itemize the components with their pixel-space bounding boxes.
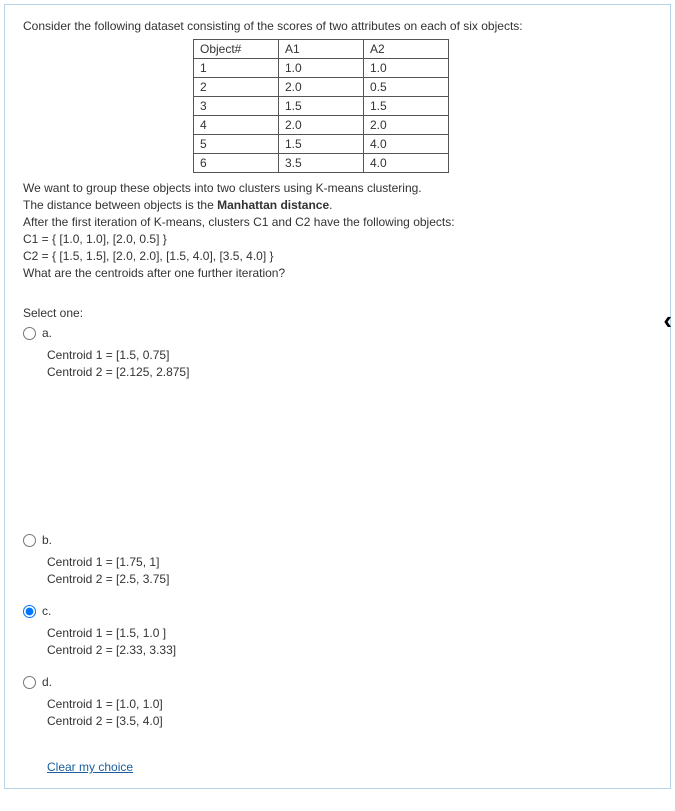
option-b-letter: b. — [42, 533, 52, 547]
question-line: The distance between objects is the Manh… — [23, 198, 652, 212]
option-d-line2: Centroid 2 = [3.5, 4.0] — [47, 714, 652, 728]
option-d: d. Centroid 1 = [1.0, 1.0] Centroid 2 = … — [23, 675, 652, 728]
question-text: . — [329, 198, 332, 212]
table-cell: 3.5 — [279, 154, 364, 173]
table-cell: 1.5 — [279, 97, 364, 116]
question-intro: Consider the following dataset consistin… — [23, 19, 652, 33]
table-cell: 2.0 — [279, 78, 364, 97]
option-c-line1: Centroid 1 = [1.5, 1.0 ] — [47, 626, 652, 640]
table-cell: 2 — [194, 78, 279, 97]
option-a-letter: a. — [42, 326, 52, 340]
option-a: a. Centroid 1 = [1.5, 0.75] Centroid 2 =… — [23, 326, 652, 379]
table-header-cell: A1 — [279, 40, 364, 59]
table-cell: 3 — [194, 97, 279, 116]
table-cell: 0.5 — [364, 78, 449, 97]
table-header-row: Object# A1 A2 — [194, 40, 449, 59]
chevron-left-icon[interactable]: ‹ — [663, 305, 672, 336]
option-d-letter: d. — [42, 675, 52, 689]
question-text-bold: Manhattan distance — [217, 198, 329, 212]
option-b: b. Centroid 1 = [1.75, 1] Centroid 2 = [… — [23, 533, 652, 586]
select-one-label: Select one: — [23, 306, 652, 320]
table-row: 4 2.0 2.0 — [194, 116, 449, 135]
table-cell: 5 — [194, 135, 279, 154]
table-header-cell: A2 — [364, 40, 449, 59]
option-b-radio[interactable] — [23, 534, 36, 547]
table-cell: 1.5 — [279, 135, 364, 154]
table-row: 6 3.5 4.0 — [194, 154, 449, 173]
table-cell: 4 — [194, 116, 279, 135]
question-line: We want to group these objects into two … — [23, 181, 652, 195]
table-cell: 1 — [194, 59, 279, 78]
clear-choice-link[interactable]: Clear my choice — [47, 760, 133, 774]
question-card: Consider the following dataset consistin… — [4, 4, 671, 789]
table-cell: 1.0 — [279, 59, 364, 78]
table-row: 1 1.0 1.0 — [194, 59, 449, 78]
option-c-line2: Centroid 2 = [2.33, 3.33] — [47, 643, 652, 657]
table-cell: 6 — [194, 154, 279, 173]
option-c-letter: c. — [42, 604, 51, 618]
option-d-radio[interactable] — [23, 676, 36, 689]
question-line: What are the centroids after one further… — [23, 266, 652, 280]
data-table: Object# A1 A2 1 1.0 1.0 2 2.0 0.5 3 1.5 … — [193, 39, 449, 173]
table-cell: 1.0 — [364, 59, 449, 78]
question-line: After the first iteration of K-means, cl… — [23, 215, 652, 229]
option-a-radio[interactable] — [23, 327, 36, 340]
table-row: 3 1.5 1.5 — [194, 97, 449, 116]
option-a-line1: Centroid 1 = [1.5, 0.75] — [47, 348, 652, 362]
option-d-line1: Centroid 1 = [1.0, 1.0] — [47, 697, 652, 711]
table-cell: 4.0 — [364, 135, 449, 154]
option-c-radio[interactable] — [23, 605, 36, 618]
table-cell: 1.5 — [364, 97, 449, 116]
table-row: 2 2.0 0.5 — [194, 78, 449, 97]
spacer — [23, 397, 652, 527]
question-line: C1 = { [1.0, 1.0], [2.0, 0.5] } — [23, 232, 652, 246]
option-b-line1: Centroid 1 = [1.75, 1] — [47, 555, 652, 569]
table-cell: 2.0 — [364, 116, 449, 135]
option-c: c. Centroid 1 = [1.5, 1.0 ] Centroid 2 =… — [23, 604, 652, 657]
option-a-line2: Centroid 2 = [2.125, 2.875] — [47, 365, 652, 379]
table-row: 5 1.5 4.0 — [194, 135, 449, 154]
question-line: C2 = { [1.5, 1.5], [2.0, 2.0], [1.5, 4.0… — [23, 249, 652, 263]
table-cell: 2.0 — [279, 116, 364, 135]
question-text: The distance between objects is the — [23, 198, 217, 212]
table-cell: 4.0 — [364, 154, 449, 173]
option-b-line2: Centroid 2 = [2.5, 3.75] — [47, 572, 652, 586]
table-header-cell: Object# — [194, 40, 279, 59]
